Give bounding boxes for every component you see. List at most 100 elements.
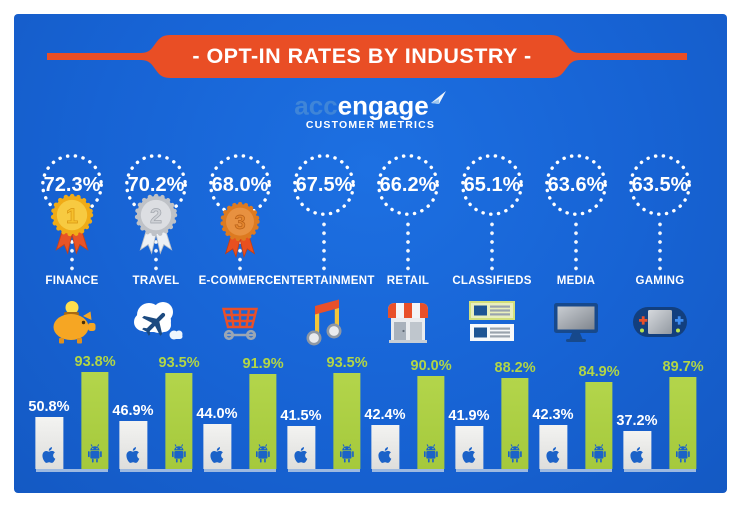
- android-bar-group: 93.5%: [327, 355, 368, 469]
- android-bar-group: 91.9%: [243, 356, 284, 469]
- android-bar: [417, 376, 445, 469]
- ios-bar: [118, 420, 147, 469]
- android-icon: [676, 444, 690, 463]
- apple-icon: [210, 447, 224, 463]
- industry-columns: 72.3% 1 FINANCE 50.8% 93.8%: [28, 150, 704, 493]
- apple-icon: [462, 447, 476, 463]
- bar-pair: 41.9% 88.2%: [448, 360, 536, 469]
- android-bar-group: 93.8%: [75, 354, 116, 469]
- optin-rate-value: 68.0%: [211, 173, 269, 196]
- brand-name-engage: engage: [337, 90, 429, 121]
- music-note-icon: [306, 299, 342, 346]
- optin-rate-value: 65.1%: [463, 173, 521, 196]
- industry-column: 65.1% CLASSIFIEDS 41.9% 88.2%: [448, 150, 536, 493]
- ios-bar: [370, 425, 399, 469]
- ios-bar: [202, 423, 231, 469]
- ios-bar-value: 50.8%: [28, 398, 70, 415]
- bar-pair: 41.5% 93.5%: [280, 355, 368, 469]
- ios-bar-value: 41.5%: [280, 408, 322, 425]
- chart-baseline: [120, 469, 192, 472]
- android-bar-group: 88.2%: [495, 360, 536, 469]
- apple-icon: [546, 447, 560, 463]
- rank-medal: 3: [216, 195, 264, 261]
- shopping-cart-icon: [221, 307, 259, 341]
- android-bar: [669, 376, 697, 469]
- optin-rate-value: 72.3%: [43, 173, 101, 196]
- ios-bar-group: 50.8%: [28, 398, 70, 469]
- game-console-icon: [633, 307, 687, 337]
- ios-bar-group: 37.2%: [616, 412, 658, 469]
- dotted-connector: [658, 220, 662, 274]
- android-bar-value: 93.5%: [326, 354, 368, 371]
- ios-bar-value: 46.9%: [112, 402, 154, 419]
- industry-label: MEDIA: [556, 275, 596, 287]
- android-icon: [508, 444, 522, 463]
- chart-baseline: [624, 469, 696, 472]
- optin-rate-value: 63.5%: [631, 173, 689, 196]
- android-bar: [585, 381, 613, 469]
- industry-column: 67.5% ENTERTAINMENT 41.5% 93.5%: [273, 150, 374, 493]
- industry-column: 63.5% GAMING 37.2% 89.7%: [616, 150, 704, 493]
- brand-subtitle: CUSTOMER METRICS: [305, 118, 436, 131]
- optin-rate-ring: 63.6%: [543, 152, 609, 218]
- dotted-circle-icon: [377, 154, 439, 216]
- android-bar-value: 91.9%: [242, 356, 284, 373]
- android-bar: [249, 374, 277, 469]
- ios-bar: [286, 426, 315, 469]
- dotted-connector: [574, 220, 578, 274]
- android-bar: [81, 372, 109, 469]
- apple-icon: [630, 447, 644, 463]
- industry-icon-slot: [366, 294, 450, 350]
- ios-bar-value: 44.0%: [196, 405, 238, 422]
- industry-column: 68.0% 3 E-COMMERCE 44.0% 91.9%: [196, 150, 284, 493]
- dotted-connector: [70, 220, 74, 274]
- bar-pair: 42.4% 90.0%: [364, 358, 452, 469]
- brand-arrow-icon: [430, 91, 446, 104]
- chart-baseline: [288, 469, 360, 472]
- industry-icon-slot: [114, 294, 198, 350]
- brand-name-acc: acc: [294, 90, 338, 121]
- industry-label: E-COMMERCE: [198, 275, 282, 287]
- rank-medal-graphic: 1: [50, 193, 94, 255]
- ios-bar-group: 41.5%: [280, 408, 322, 469]
- header: - OPT-IN RATES BY INDUSTRY - accengage C…: [14, 14, 727, 150]
- dotted-connector: [154, 220, 158, 274]
- rank-number: 1: [66, 203, 78, 228]
- industry-icon-slot: [282, 294, 366, 350]
- rank-number: 3: [234, 212, 245, 234]
- page-title: - OPT-IN RATES BY INDUSTRY -: [192, 44, 532, 68]
- dotted-circle-icon: [629, 154, 691, 216]
- android-bar-value: 84.9%: [578, 363, 620, 380]
- brand-logo: accengage CUSTOMER METRICS: [14, 90, 727, 131]
- dotted-circle-icon: [461, 154, 523, 216]
- android-bar: [165, 372, 193, 469]
- rank-medal-graphic: 2: [134, 193, 178, 255]
- industry-icon-slot: [450, 294, 534, 350]
- ios-bar-value: 37.2%: [616, 412, 658, 429]
- bar-pair: 50.8% 93.8%: [28, 354, 116, 469]
- industry-column: 63.6% MEDIA 42.3% 84.9%: [532, 150, 620, 493]
- dotted-circle-icon: [545, 154, 607, 216]
- industry-label: TRAVEL: [132, 275, 180, 287]
- ios-bar-value: 41.9%: [448, 407, 490, 424]
- android-bar-group: 89.7%: [663, 359, 704, 469]
- ios-bar: [454, 425, 483, 469]
- bar-pair: 44.0% 91.9%: [196, 356, 284, 469]
- android-bar-value: 93.5%: [158, 354, 200, 371]
- apple-icon: [294, 447, 308, 463]
- industry-icon-slot: [198, 294, 282, 350]
- android-icon: [88, 444, 102, 463]
- android-bar-value: 88.2%: [494, 360, 536, 377]
- industry-icon-slot: [534, 294, 618, 350]
- industry-label: ENTERTAINMENT: [273, 275, 375, 287]
- rank-medal: 2: [130, 189, 182, 255]
- chart-baseline: [372, 469, 444, 472]
- industry-column: 70.2% 2 TRAVEL 46.9% 93.5%: [112, 150, 200, 493]
- tv-monitor-icon: [554, 303, 598, 342]
- bar-pair: 37.2% 89.7%: [616, 359, 704, 469]
- ribbon-banner: [47, 35, 687, 78]
- industry-label: FINANCE: [45, 275, 99, 287]
- ios-bar-group: 41.9%: [448, 407, 490, 469]
- storefront-icon: [388, 303, 428, 343]
